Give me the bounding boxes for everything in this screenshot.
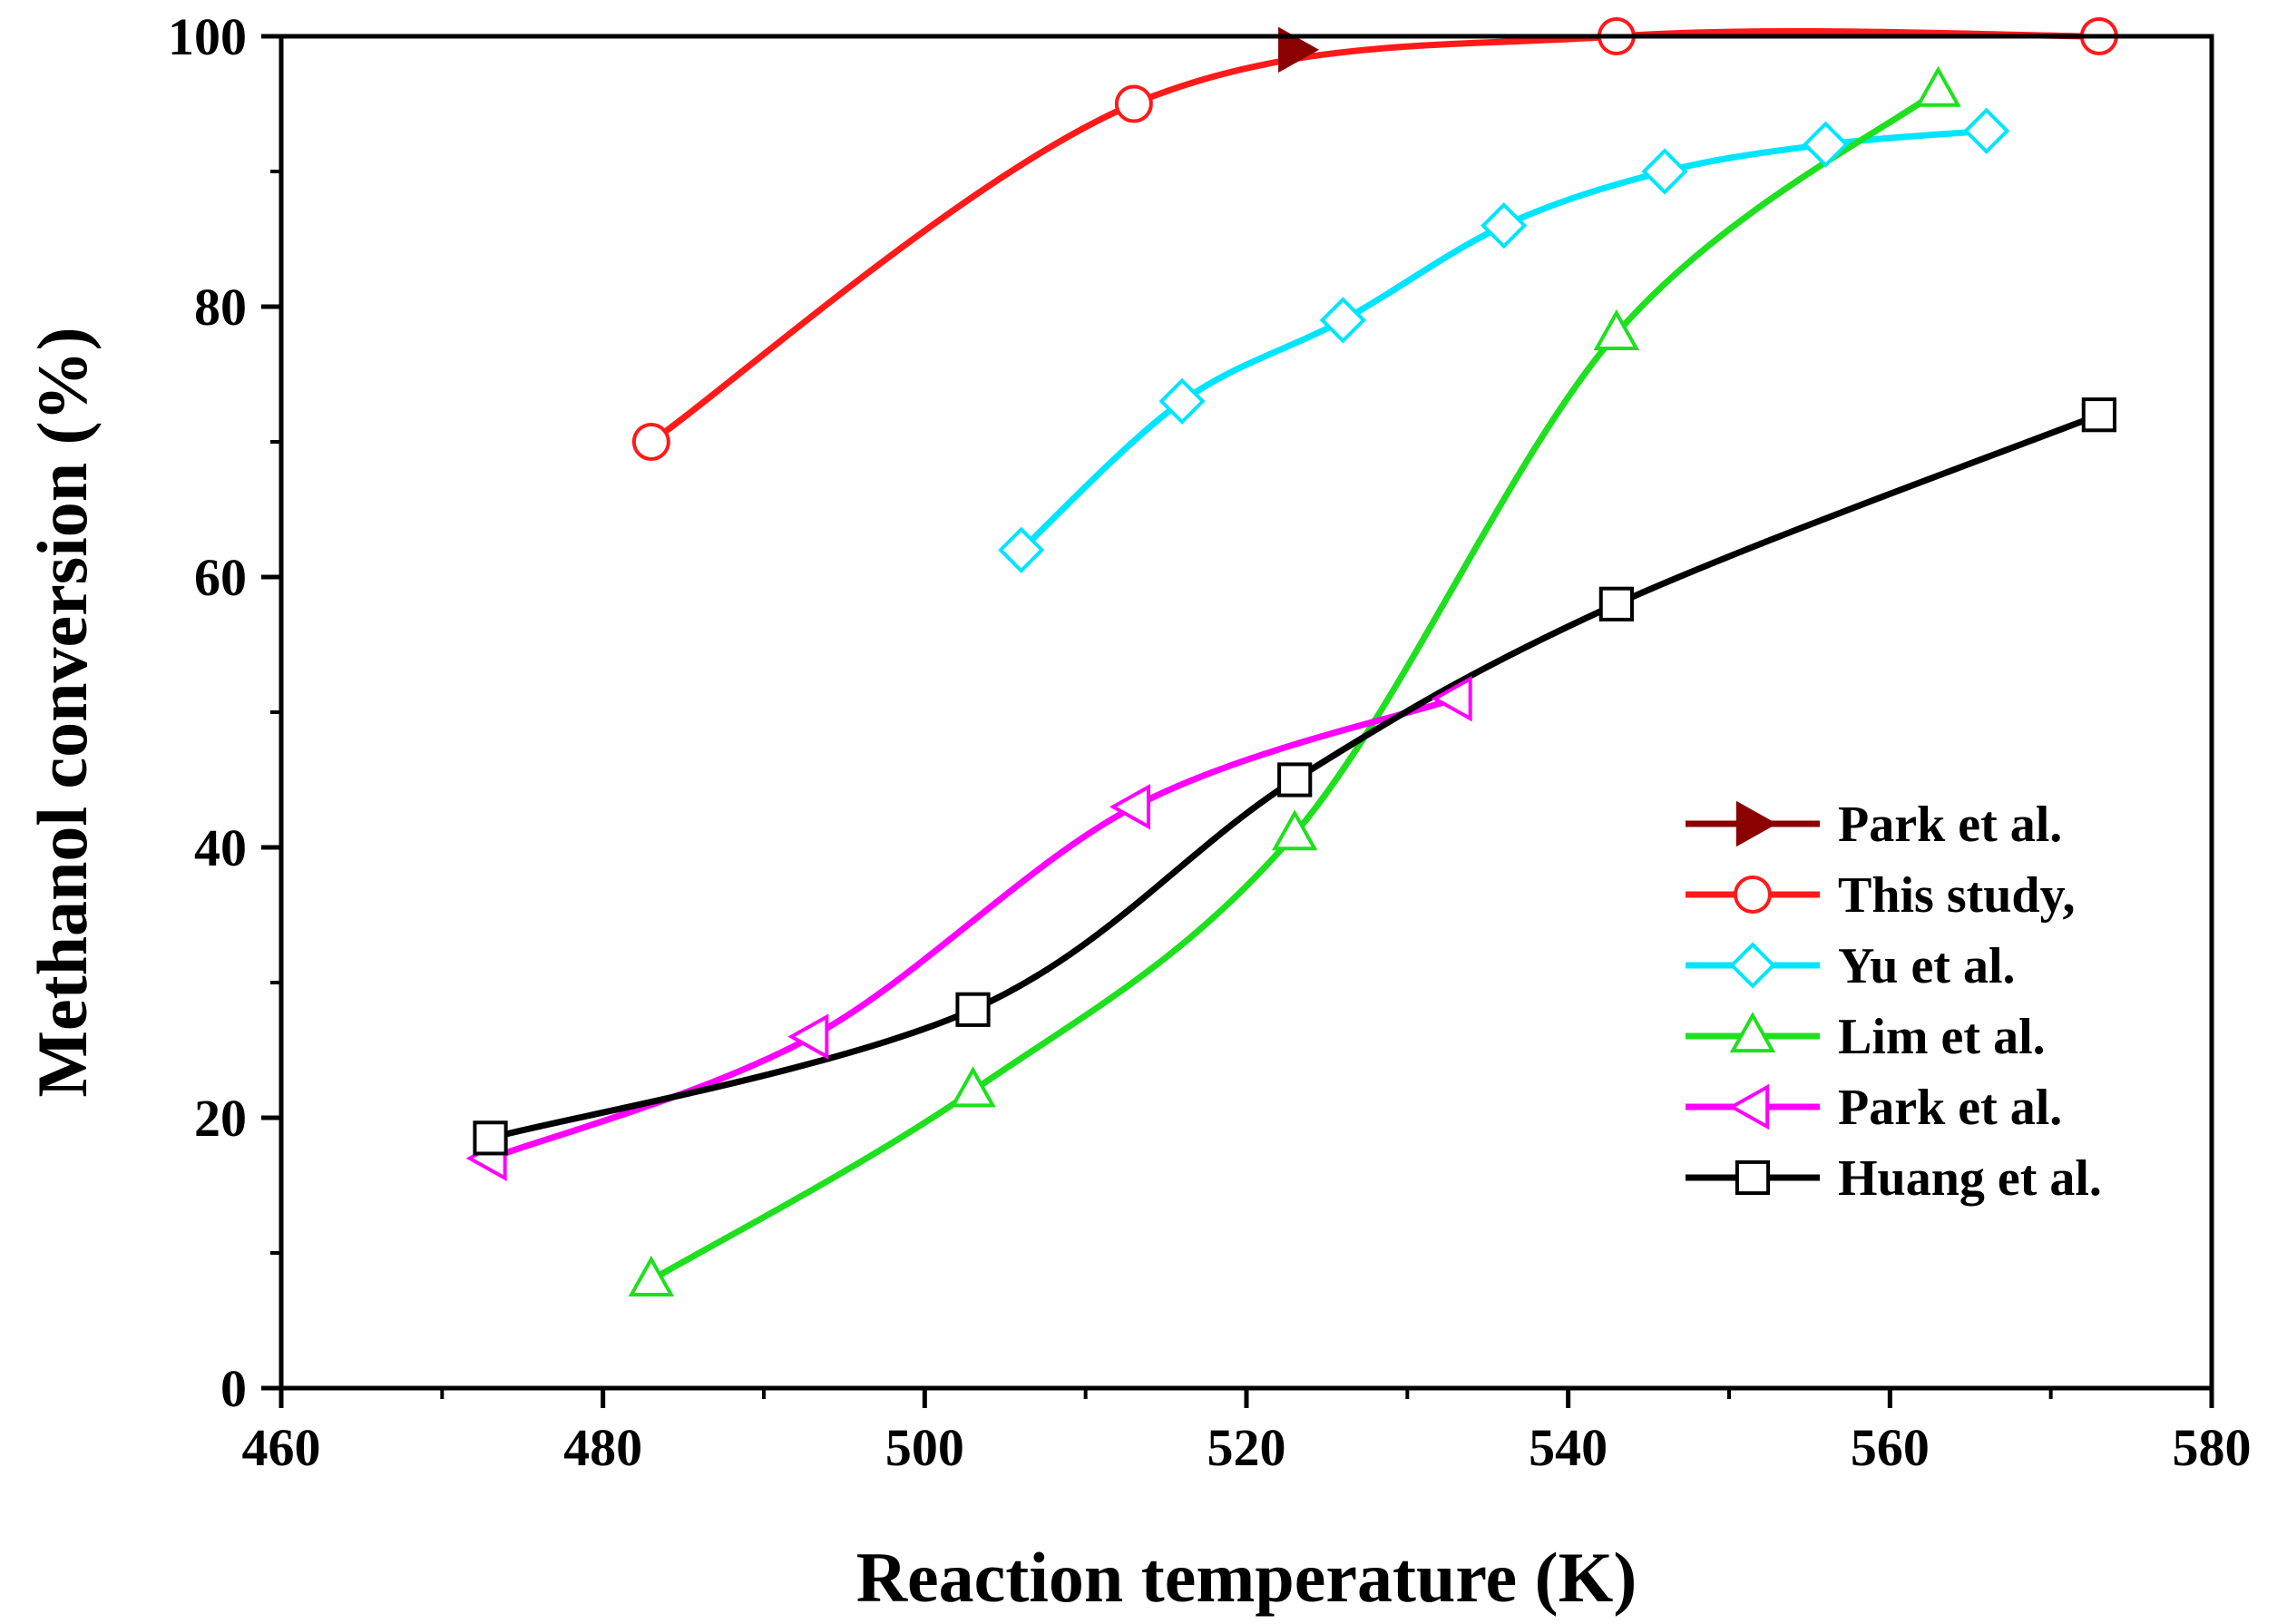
data-point-lim-et-al-3 [1271, 809, 1318, 851]
legend-marker [1735, 800, 1777, 847]
data-point-yu-et-al-2 [1158, 377, 1206, 425]
x-tick-label: 560 [1851, 1418, 1930, 1477]
legend-marker [1729, 1012, 1776, 1053]
data-point-park-et-al-4 [787, 1013, 829, 1060]
y-axis-title: Methanol conversion (%) [23, 327, 102, 1097]
data-point-lim-et-al-3 [628, 1255, 675, 1296]
data-point-lim-et-al-3 [950, 1066, 996, 1108]
legend-label: Huang et al. [1838, 1150, 2102, 1207]
data-point-huang-et-al-5 [955, 992, 991, 1027]
legend-marker [1728, 1083, 1770, 1130]
data-point-huang-et-al-5 [473, 1120, 508, 1156]
x-tick-label: 460 [242, 1418, 321, 1477]
y-tick-label: 20 [194, 1089, 247, 1148]
data-point-yu-et-al-2 [1319, 297, 1367, 344]
legend-marker [1734, 876, 1772, 914]
data-point-huang-et-al-5 [2081, 397, 2116, 433]
legend-label: This study, [1838, 867, 2076, 924]
legend-marker [1735, 1159, 1771, 1196]
legend: Park et al. This study, Yu et al. Lim et al… [1686, 797, 2102, 1207]
y-tick-label: 60 [194, 548, 247, 607]
series-markers [465, 17, 2118, 1296]
series-line-yu-et-al-2 [1018, 127, 1990, 553]
x-tick-label: 520 [1207, 1418, 1286, 1477]
x-tick-label: 500 [885, 1418, 964, 1477]
data-point-huang-et-al-5 [1277, 762, 1313, 797]
data-point-yu-et-al-2 [1481, 201, 1528, 249]
data-point-lim-et-al-3 [1915, 65, 1961, 107]
x-tick-label: 540 [1529, 1418, 1608, 1477]
data-point-yu-et-al-2 [998, 526, 1045, 573]
x-tick-label: 580 [2173, 1418, 2252, 1477]
y-tick-label: 40 [194, 818, 247, 877]
data-point-park-et-al-0 [1278, 26, 1320, 73]
y-tick-label: 100 [168, 7, 247, 66]
y-axis-ticks: 0 20 40 60 80 100 [168, 7, 281, 1418]
x-axis-title: Reaction temperature (K) [856, 1538, 1637, 1617]
data-point-this-study-1 [631, 423, 670, 461]
legend-label: Lim et al. [1838, 1009, 2046, 1065]
x-tick-label: 480 [563, 1418, 642, 1477]
data-point-park-et-al-4 [1109, 784, 1151, 830]
data-point-park-et-al-4 [1431, 675, 1472, 722]
legend-label: Park et al. [1838, 1080, 2062, 1136]
data-point-huang-et-al-5 [1598, 586, 1634, 621]
data-point-yu-et-al-2 [1963, 107, 2010, 154]
legend-marker [1729, 942, 1776, 989]
series-line-park-et-al-4 [487, 695, 1460, 1162]
x-axis-ticks: 460 480 500 520 540 560 580 [242, 1388, 2252, 1477]
legend-label: Yu et al. [1838, 938, 2016, 994]
data-point-lim-et-al-3 [1593, 308, 1640, 350]
y-tick-label: 0 [220, 1359, 247, 1418]
legend-label: Park et al. [1838, 797, 2062, 853]
series-line-lim-et-al-3 [648, 87, 1942, 1284]
data-point-yu-et-al-2 [1802, 121, 1850, 168]
series-line-this-study-1 [648, 27, 2103, 445]
y-tick-label: 80 [194, 278, 247, 337]
data-point-yu-et-al-2 [1641, 148, 1688, 195]
data-point-this-study-1 [1114, 84, 1153, 123]
